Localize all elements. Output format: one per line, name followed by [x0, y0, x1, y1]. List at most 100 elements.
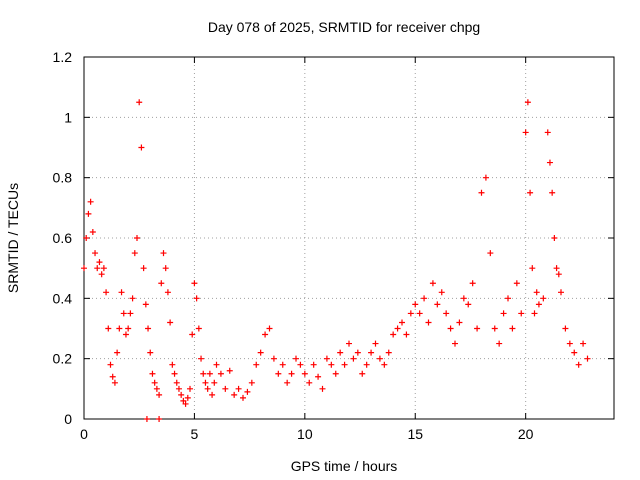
- data-point: [546, 159, 553, 166]
- data-point: [407, 310, 414, 317]
- data-point: [540, 295, 547, 302]
- data-point: [81, 265, 87, 272]
- data-point: [116, 325, 123, 332]
- data-point: [193, 295, 200, 302]
- data-point: [531, 310, 538, 317]
- x-axis-label: GPS time / hours: [291, 458, 398, 474]
- data-point: [544, 129, 551, 136]
- x-tick-label: 10: [297, 426, 313, 442]
- data-point: [509, 325, 516, 332]
- y-tick-label: 0: [64, 411, 72, 427]
- data-point: [372, 340, 379, 347]
- data-point: [180, 397, 187, 404]
- data-point: [151, 379, 158, 386]
- data-point: [522, 129, 529, 136]
- data-point: [109, 373, 116, 380]
- x-tick-label: 20: [518, 426, 534, 442]
- data-point: [297, 361, 304, 368]
- data-point: [354, 349, 361, 356]
- data-point: [288, 370, 295, 377]
- data-point: [332, 370, 339, 377]
- data-point: [175, 385, 182, 392]
- y-tick-label: 0.8: [53, 170, 73, 186]
- data-point: [122, 331, 129, 338]
- data-point: [96, 259, 103, 266]
- data-point: [403, 331, 410, 338]
- data-point: [105, 325, 112, 332]
- data-point: [160, 250, 167, 257]
- data-point: [120, 310, 127, 317]
- data-point: [149, 370, 156, 377]
- data-point: [231, 391, 238, 398]
- data-point: [500, 310, 507, 317]
- data-point: [182, 400, 189, 407]
- data-point: [452, 340, 458, 347]
- data-point: [425, 319, 432, 326]
- data-point: [571, 349, 578, 356]
- data-point: [580, 340, 587, 347]
- data-point: [266, 325, 273, 332]
- data-point: [533, 289, 540, 296]
- data-point: [127, 310, 134, 317]
- data-point: [566, 340, 573, 347]
- data-point: [204, 385, 211, 392]
- data-point: [87, 198, 94, 205]
- data-point: [399, 319, 405, 326]
- data-point: [222, 385, 229, 392]
- data-point: [284, 379, 291, 386]
- data-point: [158, 280, 165, 287]
- data-point: [129, 295, 136, 302]
- data-point: [171, 370, 178, 377]
- data-point: [202, 379, 209, 386]
- data-points: [81, 99, 591, 422]
- data-point: [434, 301, 441, 308]
- y-axis-label: SRMTID / TECUs: [5, 183, 21, 293]
- data-point: [145, 325, 152, 332]
- data-point: [206, 370, 213, 377]
- data-point: [153, 385, 160, 392]
- data-point: [513, 280, 520, 287]
- data-point: [491, 325, 498, 332]
- data-point: [173, 379, 180, 386]
- data-point: [253, 361, 260, 368]
- data-point: [131, 250, 138, 257]
- data-point: [217, 370, 224, 377]
- data-point: [138, 144, 145, 151]
- data-point: [558, 289, 564, 296]
- data-point: [412, 301, 419, 308]
- data-point: [111, 379, 118, 386]
- data-point: [381, 361, 388, 368]
- data-point: [189, 331, 196, 338]
- data-point: [359, 370, 366, 377]
- data-point: [306, 379, 313, 386]
- data-point: [337, 349, 344, 356]
- data-point: [240, 394, 246, 401]
- y-tick-label: 1: [64, 109, 72, 125]
- data-point: [310, 361, 317, 368]
- data-point: [460, 295, 467, 302]
- data-point: [478, 189, 485, 196]
- data-point: [390, 331, 397, 338]
- data-point: [447, 325, 454, 332]
- data-point: [385, 349, 392, 356]
- data-point: [443, 310, 450, 317]
- data-point: [198, 355, 205, 362]
- data-point: [156, 416, 163, 422]
- data-point: [103, 289, 110, 296]
- data-point: [162, 265, 169, 272]
- data-point: [136, 99, 143, 106]
- tick-labels: 0 5 10 15 20 0 0.2 0.4 0.6 0.8 1 1.2: [53, 49, 534, 442]
- data-point: [293, 355, 299, 362]
- chart-title: Day 078 of 2025, SRMTID for receiver chp…: [208, 19, 480, 35]
- data-point: [147, 349, 154, 356]
- data-point: [89, 228, 96, 235]
- data-point: [248, 379, 255, 386]
- data-point: [465, 301, 472, 308]
- data-point: [456, 319, 463, 326]
- data-point: [363, 361, 370, 368]
- data-point: [416, 310, 423, 317]
- data-point: [421, 295, 428, 302]
- data-point: [474, 325, 481, 332]
- data-point: [209, 391, 216, 398]
- data-point: [518, 310, 525, 317]
